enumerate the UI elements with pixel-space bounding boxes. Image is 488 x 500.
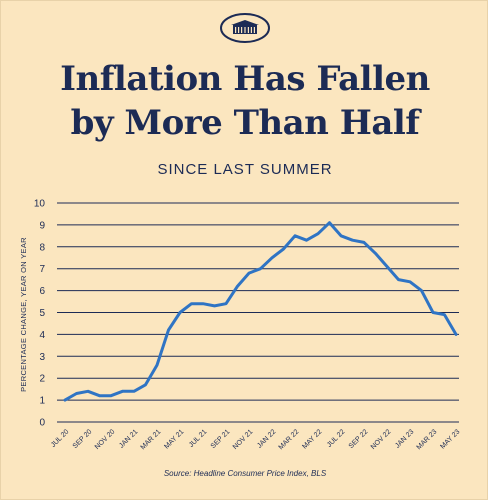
y-tick-label: 3 <box>39 352 45 363</box>
x-tick-label: JAN 22 <box>256 428 277 449</box>
title-line-1: Inflation Has Fallen <box>60 59 430 99</box>
x-tick-label: JUL 20 <box>50 428 71 449</box>
y-tick-label: 7 <box>39 264 45 275</box>
x-tick-label: JAN 23 <box>394 428 415 449</box>
x-tick-label: SEP 22 <box>348 428 370 450</box>
source-note: Source: Headline Consumer Price Index, B… <box>163 469 327 478</box>
x-tick-label: NOV 20 <box>94 428 117 451</box>
x-tick-label: MAY 22 <box>301 428 323 450</box>
x-tick-label: MAR 21 <box>140 428 163 451</box>
subtitle: SINCE LAST SUMMER <box>157 161 333 178</box>
y-tick-label: 8 <box>39 242 45 253</box>
y-tick-label: 10 <box>34 199 46 210</box>
x-tick-label: JUL 22 <box>326 428 347 449</box>
x-tick-label: JAN 21 <box>118 428 139 449</box>
page-title: Inflation Has Fallen by More Than Half <box>1 57 488 145</box>
x-tick-label: MAR 22 <box>278 428 301 451</box>
y-tick-label: 1 <box>39 396 45 407</box>
y-tick-label: 0 <box>39 418 45 429</box>
x-tick-label: MAY 21 <box>163 428 185 450</box>
x-tick-label: MAR 23 <box>416 428 439 451</box>
y-tick-label: 9 <box>39 220 45 231</box>
y-tick-label: 2 <box>39 374 45 385</box>
x-tick-label: NOV 22 <box>370 428 393 451</box>
x-tick-label: NOV 21 <box>232 428 255 451</box>
white-house-icon <box>220 13 270 43</box>
y-tick-label: 6 <box>39 286 45 297</box>
y-axis-label: PERCENTAGE CHANGE, YEAR ON YEAR <box>19 237 28 392</box>
x-tick-label: SEP 21 <box>210 428 232 450</box>
title-line-2: by More Than Half <box>70 103 420 143</box>
y-tick-label: 4 <box>39 330 45 341</box>
x-tick-label: SEP 20 <box>72 428 94 450</box>
x-tick-label: MAY 23 <box>439 428 461 450</box>
x-tick-label: JUL 21 <box>188 428 209 449</box>
y-tick-label: 5 <box>39 308 45 319</box>
series-line <box>63 221 458 402</box>
